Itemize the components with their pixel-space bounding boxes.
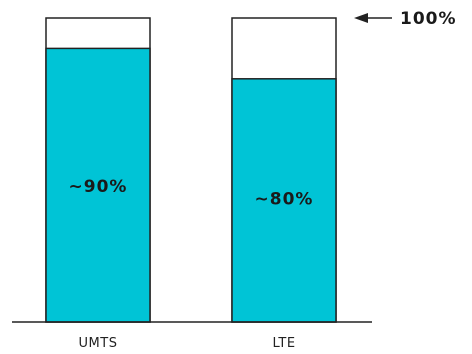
reference-marker: 100%: [354, 9, 457, 29]
x-tick-label-lte: LTE: [272, 336, 295, 351]
reference-label: 100%: [400, 9, 457, 29]
ticks-layer: UMTS LTE: [79, 336, 296, 351]
bars-layer: ~90% ~80%: [45, 17, 337, 323]
bar-value-label-lte: ~80%: [255, 189, 314, 209]
bar-fill-umts: [45, 47, 151, 323]
bar-value-label-umts: ~90%: [69, 177, 128, 197]
x-tick-label-umts: UMTS: [79, 336, 118, 351]
reference-arrow-head: [354, 13, 368, 23]
bar-fill-lte: [231, 78, 337, 323]
